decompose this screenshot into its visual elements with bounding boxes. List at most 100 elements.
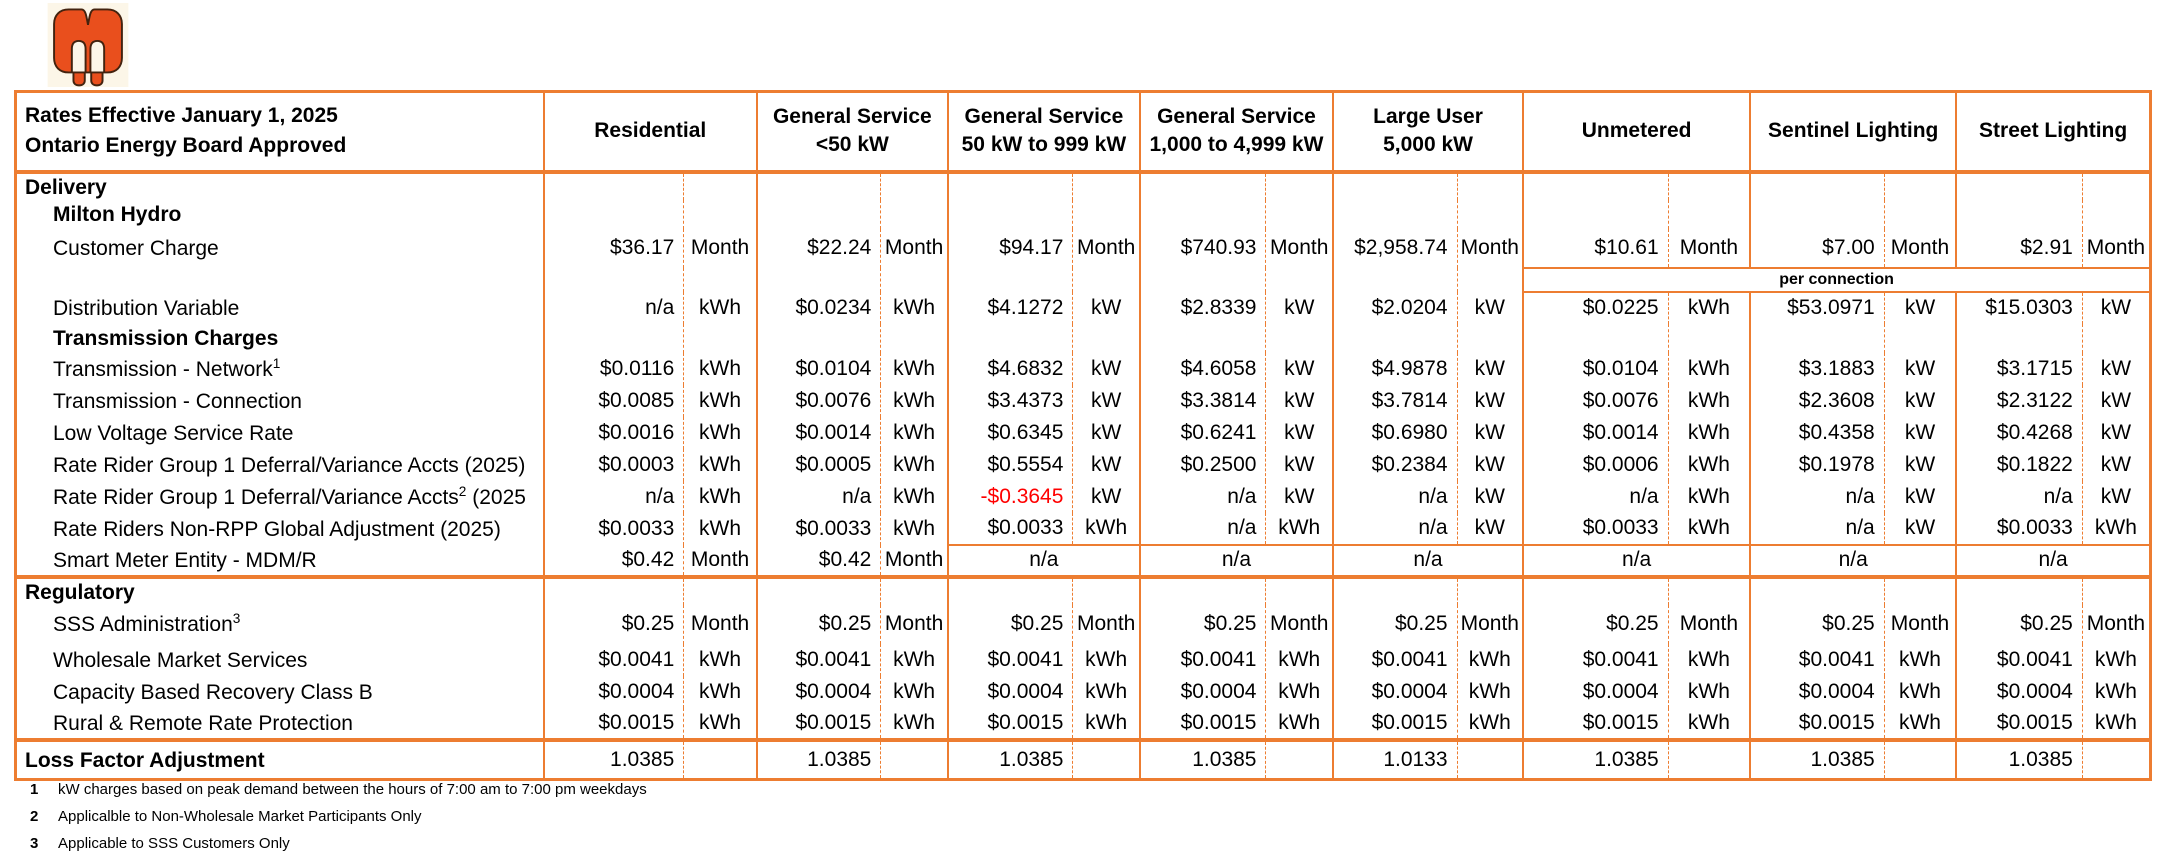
rate-value: $0.6345: [946, 416, 1074, 449]
rate-value: $0.25: [755, 604, 882, 644]
row-label-text: Transmission Charges: [53, 327, 279, 350]
rate-unit: Month: [690, 612, 750, 635]
rate-unit: kWh: [1468, 647, 1511, 671]
rate-value: $0.25: [542, 604, 685, 644]
rate-value: $0.0116: [542, 352, 685, 385]
table-row: Rate Riders Non-RPP Global Adjustment (2…: [16, 512, 2151, 545]
rate-value: $0.0015: [1138, 707, 1267, 740]
rate-unit: [684, 200, 757, 229]
rate-value: $0.0004: [755, 675, 882, 708]
rate-unit: kWh: [893, 295, 936, 319]
rate-value: n/a: [755, 480, 882, 513]
rate-value: [1138, 323, 1267, 353]
rate-unit: [881, 324, 948, 353]
rate-value: $3.4373: [946, 384, 1074, 417]
rate-value: $0.1978: [1749, 448, 1885, 481]
rate-value: $10.61: [1522, 228, 1669, 268]
rate-value: $0.0041: [1331, 643, 1458, 676]
rate-value: 1.0385: [1138, 737, 1267, 780]
rate-value: n/a: [1749, 512, 1885, 545]
col-header-street-lighting: Street Lighting: [1955, 91, 2151, 174]
table-row: Distribution Variable n/a kWh $0.0234 kWh $4.…: [16, 291, 2151, 324]
rate-value: $0.0033: [946, 512, 1074, 545]
rate-value: $0.0104: [1522, 352, 1669, 385]
rate-unit: [1457, 574, 1524, 605]
rate-cell-merged: n/a: [1138, 543, 1333, 577]
rate-value: -$0.3645: [946, 480, 1074, 513]
rate-value: $0.0005: [755, 448, 882, 481]
col-header-residential: Residential: [542, 91, 757, 174]
rate-value: n/a: [1138, 480, 1267, 513]
row-label-text: Distribution Variable: [53, 296, 240, 320]
rate-unit: [1073, 324, 1140, 353]
table-row: Customer Charge $36.17 Month $22.24 Month $94…: [16, 228, 2151, 268]
rate-unit: kW: [1284, 356, 1315, 380]
rate-value: $0.0014: [755, 416, 882, 449]
table-row: Rate Rider Group 1 Deferral/Variance Acc…: [16, 480, 2151, 513]
rate-value: $36.17: [542, 228, 685, 268]
rate-value: n/a: [1331, 512, 1458, 545]
rate-unit: [1668, 737, 1751, 780]
milton-hydro-logo-icon: [47, 3, 129, 87]
rate-unit: [1457, 172, 1523, 200]
table-row: Wholesale Market Services $0.0041 kWh $0.00…: [16, 643, 2151, 676]
rate-value: $0.0033: [1955, 512, 2083, 545]
rate-cell-merged: n/a: [1522, 543, 1751, 577]
footnote-text: Applicable to SSS Customers Only: [58, 835, 290, 852]
rate-value: $0.2500: [1138, 448, 1267, 481]
rate-value: $0.0014: [1522, 416, 1669, 449]
rate-value: $0.2384: [1331, 448, 1458, 481]
rate-value: $0.42: [542, 544, 685, 577]
rate-value: $0.0041: [1522, 643, 1669, 676]
rate-value: $0.0015: [1749, 707, 1885, 740]
rate-value: [1331, 574, 1458, 605]
rate-value: [755, 171, 882, 200]
rate-value: $0.0004: [946, 675, 1074, 708]
row-label-superscript: 1: [272, 355, 281, 371]
rate-unit: kWh: [893, 452, 936, 476]
rate-value: $0.0015: [755, 707, 882, 740]
rate-unit: kWh: [699, 356, 742, 380]
rate-unit: [1668, 172, 1750, 200]
rate-unit: kWh: [699, 516, 742, 540]
rate-unit: Month: [1679, 612, 1739, 635]
rate-unit: kWh: [1687, 710, 1730, 734]
rate-unit: kWh: [1278, 647, 1321, 671]
row-label-text: Regulatory: [25, 580, 135, 604]
rate-unit: kWh: [1085, 516, 1128, 539]
rate-value: $0.0041: [946, 643, 1074, 676]
row-label-text: Rate Riders Non-RPP Global Adjustment (2…: [53, 517, 501, 541]
row-label-text: Capacity Based Recovery Class B: [53, 680, 373, 704]
row-label: Transmission - Network1: [16, 353, 544, 385]
rate-value: $0.0041: [1138, 643, 1267, 676]
rate-unit: kWh: [699, 679, 742, 703]
title-line-2: Ontario Energy Board Approved: [25, 134, 347, 158]
rate-unit: [1072, 574, 1140, 605]
rate-value: $0.0015: [1522, 707, 1669, 740]
rate-value: [1138, 199, 1267, 229]
rate-value: [1749, 574, 1885, 605]
rate-unit: [1266, 200, 1333, 229]
table-row: Loss Factor Adjustment 1.0385 1.0385 1.0385…: [15, 737, 2151, 780]
rate-unit: kW: [1284, 452, 1315, 476]
rate-unit: [1457, 324, 1523, 353]
table-row: SSS Administration3 $0.25 Month $0.25 Month $…: [16, 604, 2151, 644]
rate-unit: kW: [2100, 356, 2132, 380]
rate-value: [1138, 171, 1267, 200]
row-label: Rate Rider Group 1 Deferral/Variance Acc…: [16, 449, 544, 481]
rate-unit: kW: [1091, 452, 1122, 476]
rate-unit: kW: [2100, 452, 2132, 476]
rate-value: $3.7814: [1331, 384, 1458, 417]
rate-value: $0.25: [1955, 604, 2083, 644]
rate-value: $2,958.74: [1331, 228, 1458, 268]
rate-unit: kWh: [2094, 710, 2137, 734]
rate-value: $0.0041: [1749, 643, 1885, 676]
milton-hydro-logo: [44, 3, 132, 87]
row-label: Smart Meter Entity - MDM/R: [16, 545, 544, 577]
col-header-sentinel-lighting: Sentinel Lighting: [1749, 91, 1957, 174]
rate-unit: kWh: [893, 356, 936, 380]
rate-unit: [683, 737, 757, 780]
rate-unit: kW: [1091, 356, 1122, 380]
rate-unit: kW: [1474, 516, 1505, 539]
